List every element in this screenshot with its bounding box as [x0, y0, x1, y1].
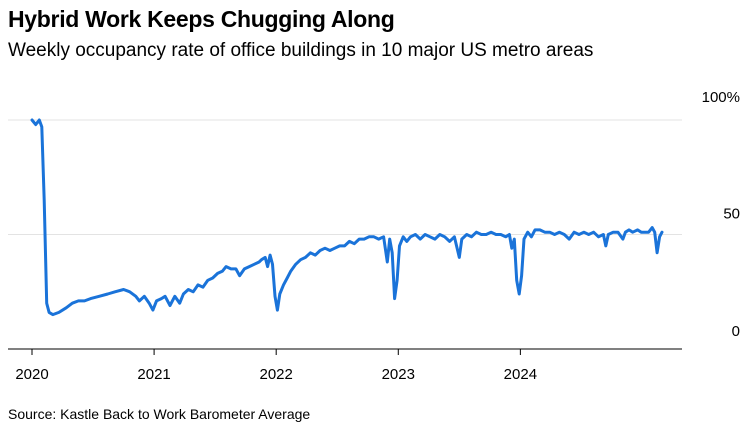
series-line	[30, 118, 664, 317]
x-tick-label: 2023	[382, 366, 415, 383]
series-lines	[30, 118, 664, 317]
chart-source: Source: Kastle Back to Work Barometer Av…	[8, 406, 311, 422]
x-tick-label: 2020	[15, 366, 48, 383]
chart-subtitle: Weekly occupancy rate of office building…	[8, 40, 594, 61]
x-axis-ticks: 2020 2021 2022 2023 2024	[15, 349, 537, 383]
y-tick-label: 50	[723, 206, 740, 223]
chart-title: Hybrid Work Keeps Chugging Along	[8, 6, 395, 32]
y-tick-label: 100%	[702, 89, 740, 106]
y-axis-ticks: 100% 50 0	[702, 89, 740, 340]
grid-lines	[8, 119, 682, 235]
x-tick-label: 2024	[504, 366, 537, 383]
y-tick-label: 0	[732, 323, 740, 340]
x-tick-label: 2021	[137, 366, 170, 383]
x-tick-label: 2022	[259, 366, 292, 383]
